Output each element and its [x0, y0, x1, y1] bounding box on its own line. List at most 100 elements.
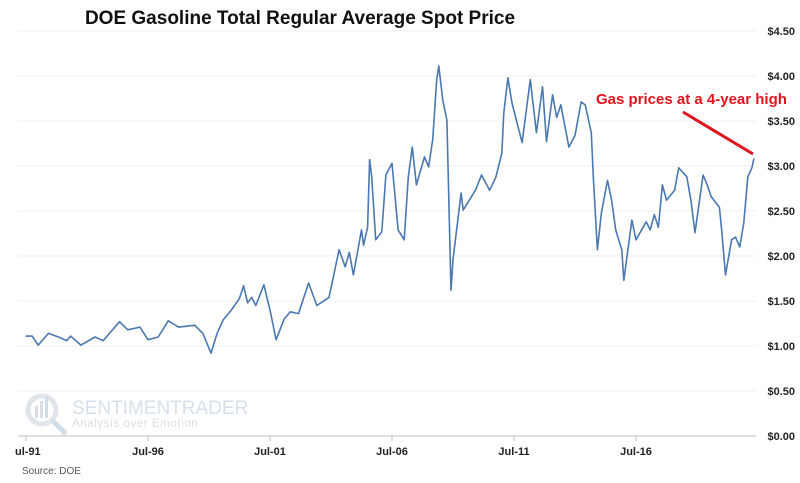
data-point	[686, 176, 688, 178]
data-point	[344, 266, 346, 268]
gridlines	[18, 30, 756, 392]
data-point	[694, 232, 696, 234]
data-point	[511, 102, 513, 104]
data-point	[328, 296, 330, 298]
data-point	[222, 319, 224, 321]
data-point	[316, 304, 318, 307]
watermark-tagline: Analysis over Emotion	[72, 418, 198, 430]
data-point	[432, 139, 434, 141]
data-point	[263, 284, 265, 286]
x-tick-label: ul-91	[15, 446, 41, 458]
data-point	[348, 251, 350, 253]
data-point	[37, 344, 39, 346]
chart-title: DOE Gasoline Total Regular Average Spot …	[85, 8, 515, 29]
data-point	[600, 212, 603, 214]
y-tick-label: $1.50	[767, 296, 795, 308]
data-point	[407, 176, 409, 178]
data-point	[706, 184, 708, 186]
data-point	[621, 249, 623, 251]
data-point	[308, 282, 310, 284]
watermark-brand: SENTIMENTRADER	[72, 398, 248, 419]
data-point	[31, 335, 33, 337]
data-point	[269, 309, 271, 311]
data-point	[167, 320, 169, 322]
data-point	[590, 132, 592, 134]
x-tick-label: Jul-96	[132, 446, 164, 458]
data-point	[661, 184, 664, 186]
y-tick-label: $0.50	[767, 386, 795, 398]
data-point	[635, 239, 637, 241]
data-point	[275, 339, 277, 341]
data-point	[194, 324, 196, 326]
data-point	[521, 142, 523, 144]
data-point	[710, 196, 712, 198]
watermark-logo: SENTIMENTRADER Analysis over Emotion	[25, 393, 248, 436]
data-point	[753, 158, 755, 160]
data-point	[631, 219, 633, 221]
data-point	[436, 79, 438, 81]
data-point	[584, 104, 586, 106]
data-point	[80, 344, 82, 346]
y-tick-label: $3.00	[767, 161, 795, 173]
data-point	[360, 229, 363, 231]
data-point	[653, 214, 655, 216]
y-tick-label: $0.00	[767, 431, 795, 443]
data-point	[442, 99, 444, 101]
data-point	[645, 221, 647, 223]
data-point	[615, 229, 617, 231]
data-point	[690, 199, 692, 201]
data-point	[210, 352, 212, 354]
data-point	[251, 296, 253, 298]
x-tick-label: Jul-11	[498, 446, 529, 458]
data-point	[157, 336, 159, 338]
data-point	[596, 249, 598, 251]
data-point	[574, 134, 576, 136]
data-point	[289, 311, 291, 313]
data-point	[747, 176, 749, 178]
data-point	[397, 229, 399, 231]
data-point	[556, 116, 558, 118]
data-point	[735, 236, 737, 238]
data-point	[127, 329, 129, 331]
data-point	[371, 176, 373, 178]
data-point	[362, 244, 365, 246]
data-point	[606, 179, 609, 181]
data-point	[238, 297, 241, 299]
data-point	[665, 199, 668, 201]
data-point	[57, 336, 60, 338]
data-point	[367, 226, 369, 228]
data-point	[489, 189, 491, 191]
x-axis-ticks: ul-91 Jul-96 Jul-01 Jul-06 Jul-11 Jul-16	[15, 436, 652, 458]
data-point	[730, 239, 733, 241]
data-point	[739, 246, 741, 248]
source-note: Source: DOE	[22, 466, 81, 477]
watermark-magnifier-icon	[50, 418, 68, 436]
data-point	[375, 239, 377, 241]
data-point	[139, 326, 141, 328]
y-tick-label: $2.00	[767, 251, 795, 263]
data-point	[724, 274, 727, 276]
data-point	[230, 309, 232, 311]
annotation-arrow	[682, 110, 754, 156]
data-point	[297, 313, 300, 315]
series-line-gas-price	[26, 65, 755, 354]
data-point	[438, 65, 440, 67]
data-point	[474, 189, 476, 191]
data-point	[452, 259, 454, 261]
data-point	[428, 166, 430, 168]
data-point	[242, 285, 245, 287]
data-point	[216, 332, 218, 334]
data-point	[501, 152, 503, 154]
y-axis-ticks: $0.00 $0.50 $1.00 $1.50 $2.00 $2.50 $3.00 $3.50…	[767, 26, 795, 443]
data-point	[391, 162, 393, 164]
data-point	[720, 226, 723, 228]
x-tick-label: Jul-01	[254, 446, 286, 458]
data-point	[177, 326, 180, 328]
y-tick-label: $4.00	[767, 71, 795, 83]
data-point	[495, 177, 497, 179]
data-point	[535, 132, 537, 134]
data-point	[718, 206, 720, 208]
data-point	[283, 318, 285, 320]
data-point	[702, 174, 704, 176]
